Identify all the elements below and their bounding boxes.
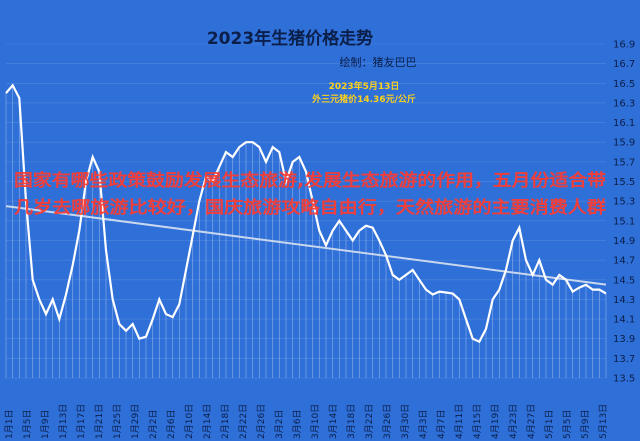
- y-tick-label: 14.1: [613, 315, 635, 326]
- x-tick-label: 1月13日: [58, 404, 69, 439]
- y-tick-label: 13.5: [613, 374, 635, 385]
- x-tick-label: 3月18日: [346, 404, 357, 439]
- vertical-fill-lines: [5, 85, 607, 378]
- x-tick-label: 1月25日: [112, 404, 123, 439]
- x-tick-label: 1月9日: [40, 410, 51, 439]
- x-tick-label: 3月26日: [382, 404, 393, 439]
- x-tick-label: 1月5日: [22, 410, 33, 439]
- x-tick-label: 4月7日: [436, 410, 447, 439]
- y-tick-label: 16.7: [613, 59, 635, 70]
- x-tick-label: 1月17日: [76, 404, 87, 439]
- y-tick-label: 15.1: [613, 216, 635, 227]
- annotation-date: 2023年5月13日: [329, 80, 400, 92]
- x-tick-label: 1月21日: [94, 404, 105, 439]
- x-tick-label: 4月27日: [526, 404, 537, 439]
- overlay-text-line: 国家有哪些政策鼓励发展生态旅游,发展生态旅游的作用，五月份适合带: [14, 170, 606, 191]
- y-tick-label: 15.5: [613, 177, 635, 188]
- x-tick-label: 4月3日: [418, 410, 429, 439]
- x-tick-label: 2月2日: [148, 410, 159, 439]
- x-tick-label: 2月26日: [256, 404, 267, 439]
- grid-lines: [6, 43, 606, 379]
- y-tick-label: 13.9: [613, 334, 635, 345]
- y-tick-label: 14.5: [613, 275, 635, 286]
- overlay-text: 国家有哪些政策鼓励发展生态旅游,发展生态旅游的作用，五月份适合带几岁去哪旅游比较…: [14, 170, 606, 218]
- y-tick-label: 14.9: [613, 236, 635, 247]
- x-tick-label: 4月23日: [508, 404, 519, 439]
- x-tick-label: 4月19日: [490, 404, 501, 439]
- x-axis: 1月1日 1月5日 1月9日 1月13日 1月17日 1月21日 1月25日 1月29日 2月2…: [4, 404, 609, 439]
- x-tick-label: 5月1日: [544, 410, 555, 439]
- y-tick-label: 14.7: [613, 256, 635, 267]
- x-tick-label: 3月22日: [364, 404, 375, 439]
- y-tick-label: 16.9: [613, 40, 635, 51]
- chart-subtitle: 绘制：猪友巴巴: [340, 55, 417, 69]
- x-tick-label: 2月22日: [238, 404, 249, 439]
- x-tick-label: 1月29日: [130, 404, 141, 439]
- x-tick-label: 3月30日: [400, 404, 411, 439]
- y-tick-label: 16.5: [613, 79, 635, 90]
- y-tick-label: 15.3: [613, 197, 635, 208]
- y-tick-label: 15.7: [613, 157, 635, 168]
- y-axis: 13.5 13.7 13.9 14.1 14.3 14.5 14.7 14.9 15.1 15.3…: [613, 40, 635, 385]
- x-tick-label: 3月14日: [328, 404, 339, 439]
- x-tick-label: 4月11日: [454, 404, 465, 439]
- x-tick-label: 2月14日: [202, 404, 213, 439]
- y-tick-label: 16.3: [613, 98, 635, 109]
- y-tick-label: 13.7: [613, 354, 635, 365]
- x-tick-label: 3月10日: [310, 404, 321, 439]
- x-tick-label: 2月10日: [184, 404, 195, 439]
- x-tick-label: 2月18日: [220, 404, 231, 439]
- x-tick-label: 3月2日: [274, 410, 285, 439]
- x-tick-label: 4月15日: [472, 404, 483, 439]
- annotation-price: 外三元猪价14.36元/公斤: [311, 93, 416, 105]
- x-tick-label: 1月1日: [4, 410, 15, 439]
- x-tick-label: 2月6日: [166, 410, 177, 439]
- y-tick-label: 14.3: [613, 295, 635, 306]
- y-tick-label: 15.9: [613, 138, 635, 149]
- x-tick-label: 5月9日: [580, 410, 591, 439]
- x-tick-label: 5月13日: [598, 404, 609, 439]
- price-line: [5, 83, 607, 344]
- chart-title: 2023年生猪价格走势: [207, 28, 373, 49]
- overlay-text-line: 几岁去哪旅游比较好，国庆旅游攻略自由行，天然旅游的主要消费人群: [14, 197, 606, 218]
- y-tick-label: 16.1: [613, 118, 635, 129]
- x-tick-label: 3月6日: [292, 410, 303, 439]
- x-tick-label: 5月5日: [562, 410, 573, 439]
